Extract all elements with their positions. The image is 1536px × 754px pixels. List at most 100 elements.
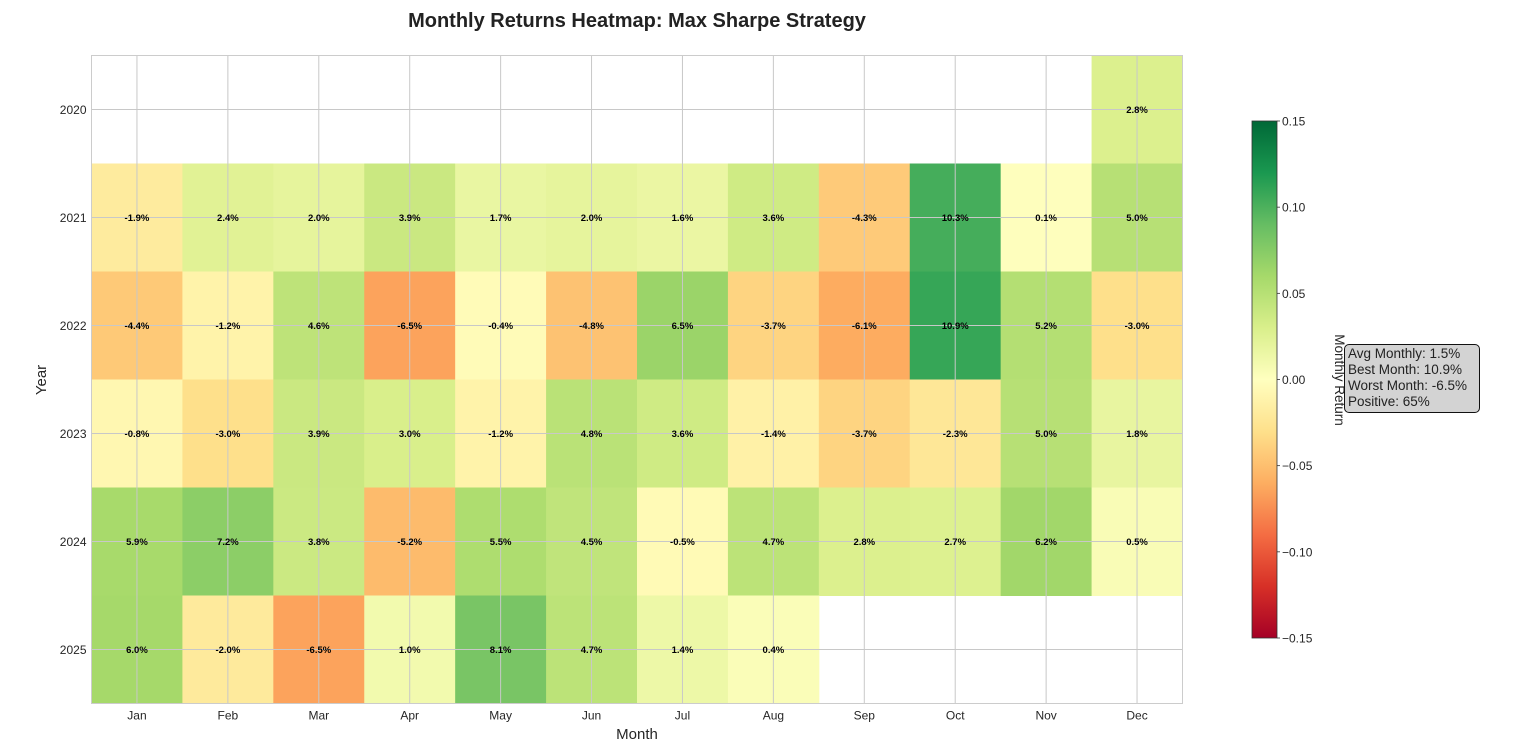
cell-value-label: -6.5%: [306, 645, 331, 656]
cell-value-label: 1.7%: [490, 213, 512, 224]
gridlines: [91, 55, 1183, 704]
cell-value-label: 7.2%: [217, 537, 239, 548]
colorbar-tick-label: −0.15: [1282, 632, 1313, 646]
cell-value-label: 4.7%: [763, 537, 785, 548]
cell-value-label: 5.0%: [1035, 429, 1057, 440]
y-axis-label: Year: [33, 365, 50, 395]
cell-value-label: 5.0%: [1126, 213, 1148, 224]
cell-value-label: -0.5%: [670, 537, 695, 548]
colorbar-tick-label: 0.05: [1282, 287, 1306, 301]
cell-value-label: 2.8%: [853, 537, 875, 548]
cell-value-label: -4.4%: [125, 321, 150, 332]
stat-worst-month: Worst Month: -6.5%: [1348, 378, 1468, 393]
cell-value-label: -2.0%: [215, 645, 240, 656]
cell-value-label: 2.8%: [1126, 105, 1148, 116]
colorbar: [1251, 120, 1278, 639]
x-tick-label: Feb: [218, 709, 239, 723]
x-tick-label: Jan: [127, 709, 146, 723]
cell-value-label: 5.5%: [490, 537, 512, 548]
colorbar-ticks: 0.15 0.10 0.05 0.00 −0.05 −0.10 −0.15: [1277, 115, 1313, 646]
cell-value-label: -1.4%: [761, 429, 786, 440]
cell-value-label: -5.2%: [397, 537, 422, 548]
cell-value-label: -0.4%: [488, 321, 513, 332]
x-tick-label: Nov: [1035, 709, 1056, 723]
cell-value-label: -3.0%: [1125, 321, 1150, 332]
cell-value-label: 0.4%: [763, 645, 785, 656]
stat-positive: Positive: 65%: [1348, 394, 1430, 409]
cell-value-label: 1.0%: [399, 645, 421, 656]
y-axis-ticks: 2020 2021 2022 2023 2024 2025: [60, 103, 87, 657]
cell-value-label: -3.7%: [761, 321, 786, 332]
cell-value-label: 1.6%: [672, 213, 694, 224]
cell-value-label: -2.3%: [943, 429, 968, 440]
cell-value-label: 4.5%: [581, 537, 603, 548]
cell-value-label: 4.8%: [581, 429, 603, 440]
x-tick-label: Aug: [763, 709, 784, 723]
x-axis-ticks: Jan Feb Mar Apr May Jun Jul Aug Sep Oct Nov Dec: [127, 709, 1147, 723]
colorbar-tick-label: −0.10: [1282, 545, 1313, 559]
x-tick-label: Jul: [675, 709, 690, 723]
cell-value-label: -6.5%: [397, 321, 422, 332]
cell-value-label: -3.7%: [852, 429, 877, 440]
y-tick-label: 2021: [60, 211, 87, 225]
y-tick-label: 2022: [60, 319, 87, 333]
cell-value-label: 3.8%: [308, 537, 330, 548]
cell-value-label: -4.3%: [852, 213, 877, 224]
stat-best-month: Best Month: 10.9%: [1348, 362, 1463, 377]
cell-value-label: -0.8%: [125, 429, 150, 440]
cell-value-label: 0.1%: [1035, 213, 1057, 224]
cell-value-label: -4.8%: [579, 321, 604, 332]
cell-value-label: 2.7%: [944, 537, 966, 548]
cell-value-label: 2.4%: [217, 213, 239, 224]
x-tick-label: Dec: [1126, 709, 1147, 723]
chart-title: Monthly Returns Heatmap: Max Sharpe Stra…: [408, 10, 867, 32]
cell-value-label: 3.6%: [763, 213, 785, 224]
colorbar-label: Monthly Return: [1332, 334, 1347, 426]
cell-value-label: 4.7%: [581, 645, 603, 656]
cell-value-label: 2.0%: [581, 213, 603, 224]
cell-value-label: -3.0%: [215, 429, 240, 440]
x-tick-label: Apr: [400, 709, 419, 723]
x-tick-label: Mar: [308, 709, 329, 723]
cell-value-label: -1.2%: [215, 321, 240, 332]
cell-value-label: 2.0%: [308, 213, 330, 224]
y-tick-label: 2023: [60, 427, 87, 441]
summary-stats-box: Avg Monthly: 1.5% Best Month: 10.9% Wors…: [1344, 344, 1480, 413]
cell-value-label: 0.5%: [1126, 537, 1148, 548]
x-tick-label: Sep: [854, 709, 876, 723]
x-tick-label: Oct: [946, 709, 965, 723]
x-tick-label: Jun: [582, 709, 601, 723]
heatmap-cells: [91, 55, 1183, 704]
cell-value-label: -1.9%: [125, 213, 150, 224]
cell-value-label: 6.2%: [1035, 537, 1057, 548]
cell-value-label: 5.2%: [1035, 321, 1057, 332]
cell-value-label: 3.6%: [672, 429, 694, 440]
cell-value-label: 4.6%: [308, 321, 330, 332]
cell-value-label: -1.2%: [488, 429, 513, 440]
cell-value-label: -6.1%: [852, 321, 877, 332]
x-tick-label: May: [489, 709, 512, 723]
cell-value-label: 5.9%: [126, 537, 148, 548]
cell-value-label: 3.9%: [308, 429, 330, 440]
cell-value-label: 3.9%: [399, 213, 421, 224]
cell-value-label: 10.3%: [942, 213, 969, 224]
cell-value-label: 1.8%: [1126, 429, 1148, 440]
cell-value-label: 10.9%: [942, 321, 969, 332]
cell-labels: 2.8% -1.9% 2.4% 2.0% 3.9% 1.7% 2.0% 1.6% 3.6% -4.…: [125, 105, 1150, 656]
y-tick-label: 2024: [60, 535, 87, 549]
cell-value-label: 3.0%: [399, 429, 421, 440]
cell-value-label: 6.5%: [672, 321, 694, 332]
plot-frame: [91, 55, 1183, 704]
colorbar-tick-label: −0.05: [1282, 459, 1313, 473]
y-tick-label: 2025: [60, 643, 87, 657]
cell-value-label: 8.1%: [490, 645, 512, 656]
colorbar-tick-label: 0.15: [1282, 115, 1306, 129]
y-tick-label: 2020: [60, 103, 87, 117]
colorbar-tick-label: 0.00: [1282, 373, 1306, 387]
cell-value-label: 1.4%: [672, 645, 694, 656]
cell-value-label: 6.0%: [126, 645, 148, 656]
x-axis-label: Month: [616, 726, 658, 743]
colorbar-tick-label: 0.10: [1282, 201, 1306, 215]
stat-avg-monthly: Avg Monthly: 1.5%: [1348, 346, 1461, 361]
